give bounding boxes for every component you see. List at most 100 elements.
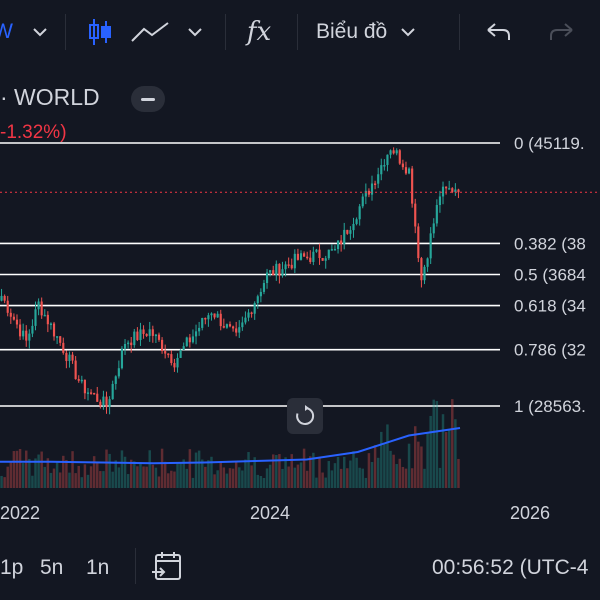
candle-body xyxy=(40,301,43,316)
candle-body xyxy=(321,257,324,261)
candle-body xyxy=(18,324,22,337)
volume-bar xyxy=(367,453,371,488)
fib-level-label: 1 (28563. xyxy=(514,397,586,416)
volume-bar xyxy=(410,468,414,488)
candle-body xyxy=(324,258,327,261)
time-axis-label: 2026 xyxy=(510,503,550,523)
collapse-legend-button[interactable] xyxy=(131,86,165,112)
volume-bar xyxy=(163,461,167,488)
volume-bar xyxy=(136,466,139,488)
volume-bar xyxy=(398,458,402,488)
candles-icon[interactable] xyxy=(84,14,116,50)
drawing-chevron-down-icon[interactable] xyxy=(183,14,207,50)
volume-bar xyxy=(213,474,216,488)
candle-body xyxy=(225,324,228,328)
volume-bar xyxy=(204,466,207,488)
redo-icon[interactable] xyxy=(546,14,578,50)
candle-body xyxy=(59,336,62,343)
candle-body xyxy=(71,354,74,361)
volume-bar xyxy=(197,450,201,488)
goto-date-icon[interactable] xyxy=(150,550,184,589)
volume-bar xyxy=(225,473,229,488)
undo-icon[interactable] xyxy=(482,14,514,50)
volume-bar xyxy=(370,461,374,488)
interval-chevron-down-icon[interactable] xyxy=(28,14,52,50)
volume-bar xyxy=(250,465,253,488)
candle-body xyxy=(398,150,401,164)
interval-label: W xyxy=(0,20,13,43)
volume-bar xyxy=(281,468,284,488)
candle-body xyxy=(105,396,108,407)
volume-bar xyxy=(28,458,31,488)
candle-body xyxy=(68,354,71,362)
volume-bar xyxy=(234,462,238,488)
volume-bar xyxy=(423,468,426,488)
range-1p[interactable]: 1p xyxy=(0,556,24,579)
candle-body xyxy=(136,331,139,341)
candle-body xyxy=(182,346,185,350)
volume-bar xyxy=(392,454,395,488)
candle-body xyxy=(198,327,201,332)
volume-bar xyxy=(210,456,213,488)
volume-bar xyxy=(302,448,306,488)
candle-body xyxy=(22,330,25,337)
candle-body xyxy=(108,399,111,407)
volume-bar xyxy=(12,451,16,488)
candle-body xyxy=(194,331,198,337)
candle-body xyxy=(287,264,290,266)
volume-bar xyxy=(275,455,278,488)
volume-bar xyxy=(6,466,9,488)
volume-bar xyxy=(336,456,340,488)
time-axis-label: 2024 xyxy=(250,503,290,523)
candle-body xyxy=(139,329,142,341)
range-1n[interactable]: 1n xyxy=(86,556,110,579)
volume-bar xyxy=(182,459,185,488)
volume-bar xyxy=(253,457,256,488)
clock-timezone[interactable]: 00:56:52 (UTC-4 xyxy=(432,556,589,579)
candle-body xyxy=(336,240,340,250)
candle-body xyxy=(407,168,411,174)
volume-bar xyxy=(287,466,290,488)
candle-body xyxy=(448,188,451,190)
volume-bar xyxy=(454,419,457,488)
indicators-button[interactable]: fx xyxy=(241,14,277,50)
candle-body xyxy=(28,333,31,341)
volume-bar xyxy=(167,473,170,488)
candle-body xyxy=(65,352,68,362)
volume-bar xyxy=(148,450,151,488)
candle-body xyxy=(145,333,148,336)
range-5n[interactable]: 5n xyxy=(40,556,64,579)
volume-bar xyxy=(176,463,179,488)
candle-body xyxy=(278,263,281,276)
volume-bar xyxy=(284,457,287,488)
volume-bar xyxy=(55,462,59,488)
reset-chart-button[interactable] xyxy=(287,398,323,434)
candle-body xyxy=(389,150,392,155)
refresh-icon xyxy=(296,405,315,425)
top-toolbar: W fx Biểu đồ xyxy=(0,0,600,64)
volume-bar xyxy=(315,477,318,488)
candle-body xyxy=(80,379,83,382)
bottom-divider xyxy=(135,548,136,584)
candle-body xyxy=(355,219,358,224)
volume-bar xyxy=(151,464,155,488)
candle-body xyxy=(170,354,173,364)
candle-body xyxy=(358,206,361,220)
symbol-title[interactable]: · WORLD xyxy=(0,84,100,110)
volume-bar xyxy=(262,477,266,488)
candle-body xyxy=(120,348,124,369)
volume-bar xyxy=(293,467,297,488)
candle-body xyxy=(330,249,333,251)
volume-bar xyxy=(43,466,46,488)
chart-menu-button[interactable]: Biểu đồ xyxy=(316,14,440,50)
candle-body xyxy=(56,336,59,338)
candle-body xyxy=(244,317,247,323)
fib-level-label: 0 (45119. xyxy=(514,134,585,153)
line-drawing-icon[interactable] xyxy=(128,14,172,50)
volume-bar xyxy=(31,475,34,488)
volume-bar xyxy=(62,455,65,488)
volume-bar xyxy=(380,431,383,488)
candle-body xyxy=(142,329,145,334)
interval-button[interactable]: W xyxy=(0,14,14,50)
